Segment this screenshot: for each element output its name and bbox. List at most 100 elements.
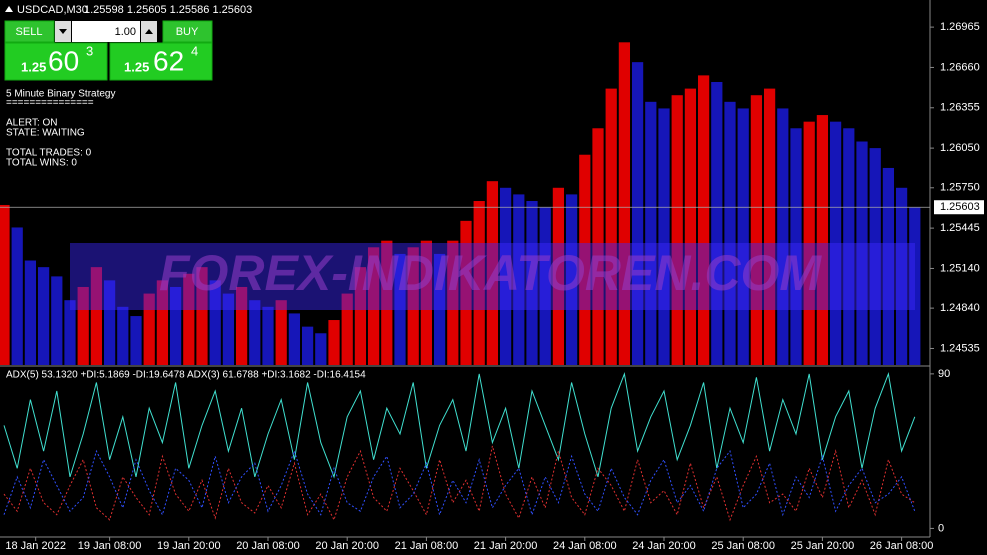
price-bar <box>130 316 142 365</box>
watermark: FOREX-INDIKATOREN.COM <box>159 245 822 301</box>
price-bar <box>895 187 908 365</box>
price-bar <box>447 240 459 365</box>
price-bar <box>460 220 472 365</box>
price-bar <box>209 280 221 365</box>
time-tick-label: 24 Jan 20:00 <box>632 540 696 552</box>
time-tick-label: 18 Jan 2022 <box>5 540 66 552</box>
price-bar <box>526 201 538 365</box>
price-bar <box>803 121 815 366</box>
price-bar <box>579 154 591 365</box>
price-bar <box>513 194 525 365</box>
price-bar <box>394 253 406 365</box>
price-bar <box>156 280 169 365</box>
price-tick-label: 1.26355 <box>940 102 980 114</box>
price-bar <box>671 95 683 365</box>
time-tick-label: 19 Jan 08:00 <box>78 540 142 552</box>
ask-prefix: 1.25 <box>124 59 149 74</box>
strategy-line: ALERT: ON <box>6 118 58 129</box>
time-tick-label: 20 Jan 08:00 <box>236 540 300 552</box>
lot-value: 1.00 <box>115 26 136 38</box>
indicator-tick-label: 0 <box>938 522 944 534</box>
time-tick-label: 21 Jan 08:00 <box>395 540 459 552</box>
time-tick-label: 24 Jan 08:00 <box>553 540 617 552</box>
price-bar <box>777 108 789 366</box>
price-bar <box>829 121 842 366</box>
price-bar <box>77 286 89 365</box>
price-bar <box>367 247 380 365</box>
price-bar <box>420 240 433 365</box>
ask-big: 62 <box>153 45 184 76</box>
buy-button[interactable] <box>162 20 213 43</box>
time-tick-label: 25 Jan 08:00 <box>711 540 775 552</box>
strategy-line: TOTAL WINS: 0 <box>6 158 77 169</box>
price-bar <box>565 194 578 365</box>
price-bar <box>328 320 340 365</box>
symbol: USDCAD,M30 <box>17 4 88 16</box>
price-bar <box>249 300 261 365</box>
quote: 1.25598 1.25605 1.25586 1.25603 <box>84 4 252 16</box>
price-bar <box>645 101 657 365</box>
price-bar <box>658 108 670 366</box>
price-bar <box>354 267 367 365</box>
price-bar <box>909 207 921 365</box>
price-bar <box>473 201 485 365</box>
price-bar <box>103 280 116 365</box>
price-bar <box>235 286 248 365</box>
bid-big: 60 <box>48 45 79 76</box>
strategy-title: 5 Minute Binary Strategy <box>6 89 116 100</box>
price-bar <box>605 88 617 365</box>
price-bar <box>90 267 103 365</box>
price-bar <box>882 167 895 365</box>
watermark-band <box>70 243 915 310</box>
price-bar <box>711 81 723 366</box>
indicator-line <box>3 449 916 517</box>
price-bar <box>64 300 76 365</box>
price-tick-label: 1.26660 <box>940 61 980 73</box>
price-tick-label: 1.25750 <box>940 182 980 194</box>
price-bar <box>724 101 736 365</box>
indicator-line <box>3 372 916 479</box>
price-bar <box>737 108 749 366</box>
sell-button[interactable] <box>4 20 55 43</box>
indicator-tick-label: 90 <box>938 368 950 380</box>
last-price-box <box>934 200 984 215</box>
price-tick-label: 1.26050 <box>940 142 980 154</box>
strategy-divider: =============== <box>6 98 94 109</box>
time-tick-label: 26 Jan 08:00 <box>870 540 934 552</box>
indicator-title: ADX(5) 53.1320 +DI:5.1869 -DI:19.6478 AD… <box>6 370 366 381</box>
price-bar <box>169 286 182 365</box>
price-bar <box>288 313 301 365</box>
price-bar <box>183 273 195 365</box>
price-tick-label: 1.26965 <box>940 21 980 33</box>
ask-small: 4 <box>191 43 198 58</box>
plot-layer: FOREX-INDIKATOREN.COM <box>0 42 921 522</box>
time-tick-label: 20 Jan 20:00 <box>315 540 379 552</box>
ask-box[interactable] <box>109 42 213 81</box>
price-bar <box>407 247 419 365</box>
collapse-icon[interactable] <box>5 6 13 12</box>
strategy-line: STATE: WAITING <box>6 128 85 139</box>
price-bar <box>539 207 551 365</box>
price-bar <box>790 128 802 365</box>
bid-box[interactable] <box>4 42 108 81</box>
price-bar <box>684 88 697 365</box>
bid-small: 3 <box>86 43 93 58</box>
lot-input[interactable] <box>72 21 140 42</box>
lot-up-icon <box>145 29 153 34</box>
price-tick-label: 1.24840 <box>940 302 980 314</box>
price-bar <box>869 148 881 365</box>
lot-down-icon <box>59 29 67 34</box>
sell-label: SELL <box>16 26 43 38</box>
price-bar <box>552 187 565 365</box>
price-bar <box>143 293 155 365</box>
price-bar <box>262 306 274 365</box>
price-bar <box>315 333 327 365</box>
price-bar <box>592 128 604 365</box>
price-tick-label: 1.25445 <box>940 222 980 234</box>
price-bar <box>843 128 855 365</box>
price-bar <box>381 240 393 365</box>
time-tick-label: 19 Jan 20:00 <box>157 540 221 552</box>
price-bar <box>341 293 353 365</box>
last-price-label: 1.25603 <box>940 201 980 213</box>
